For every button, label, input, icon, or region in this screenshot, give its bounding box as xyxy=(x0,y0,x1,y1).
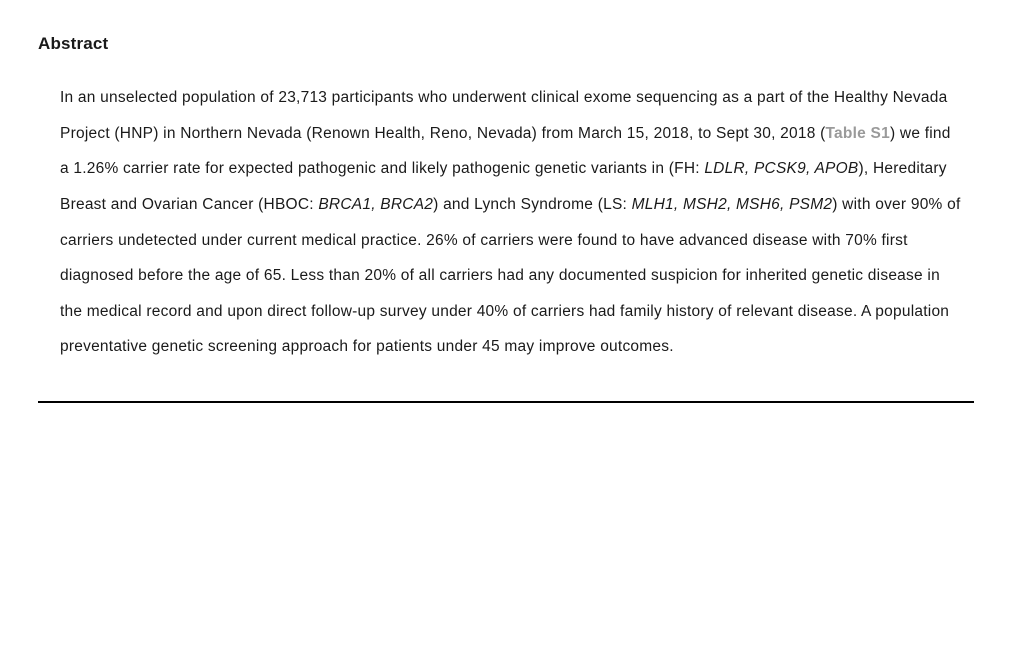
table-s1-link[interactable]: Table S1 xyxy=(826,125,890,142)
abstract-body: In an unselected population of 23,713 pa… xyxy=(38,80,974,365)
gene-list-fh: LDLR, PCSK9, APOB xyxy=(704,160,858,177)
abstract-text-segment: ) and Lynch Syndrome (LS: xyxy=(433,196,631,213)
section-divider xyxy=(38,401,974,403)
abstract-heading: Abstract xyxy=(38,34,974,54)
gene-list-ls: MLH1, MSH2, MSH6, PSM2 xyxy=(632,196,833,213)
gene-list-hboc: BRCA1, BRCA2 xyxy=(318,196,433,213)
abstract-section: Abstract In an unselected population of … xyxy=(0,0,1012,431)
abstract-text-segment: In an unselected population of 23,713 pa… xyxy=(60,89,947,142)
abstract-text-segment: ) with over 90% of carriers undetected u… xyxy=(60,196,961,356)
